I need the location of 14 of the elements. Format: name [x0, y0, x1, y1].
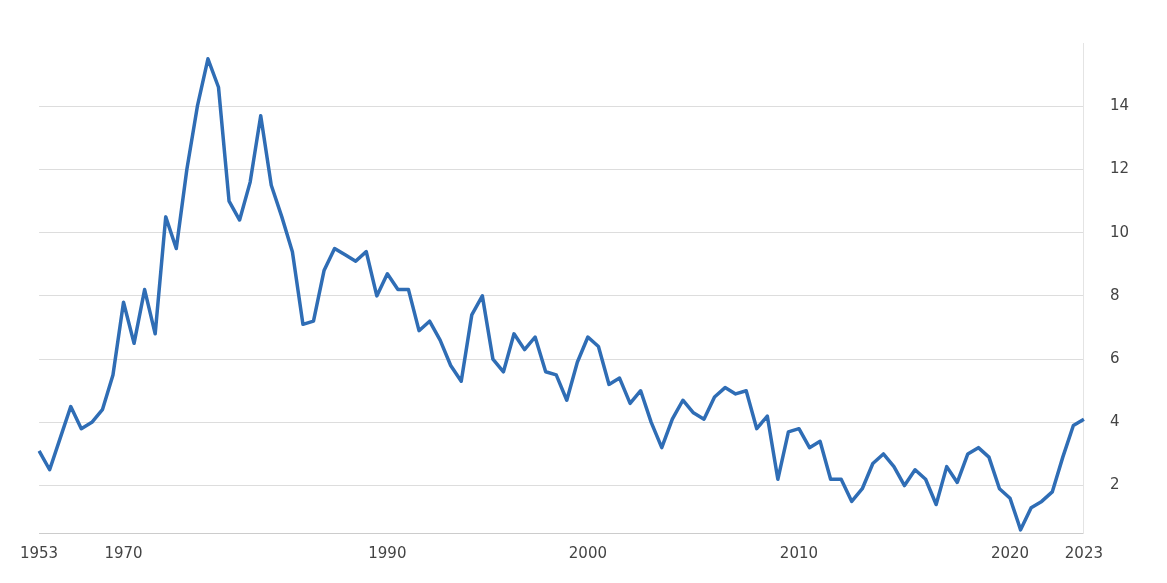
y-tick-label: 4	[1109, 412, 1120, 431]
y-tick-label: 6	[1109, 349, 1120, 368]
x-tick-label: 2023	[1064, 543, 1104, 562]
x-tick-label: 2020	[990, 543, 1030, 562]
y-tick-label: 12	[1109, 159, 1130, 178]
y-tick-label: 2	[1109, 475, 1120, 494]
x-tick-label: 2000	[568, 543, 607, 562]
y-tick-label: 8	[1109, 285, 1120, 304]
x-tick-label: 1970	[104, 543, 143, 562]
y-tick-label: 10	[1109, 222, 1130, 241]
y-tick-label: 14	[1109, 96, 1130, 115]
x-tick-label: 2010	[779, 543, 819, 562]
x-tick-label: 1953	[19, 543, 59, 562]
x-tick-label: 1990	[368, 543, 407, 562]
